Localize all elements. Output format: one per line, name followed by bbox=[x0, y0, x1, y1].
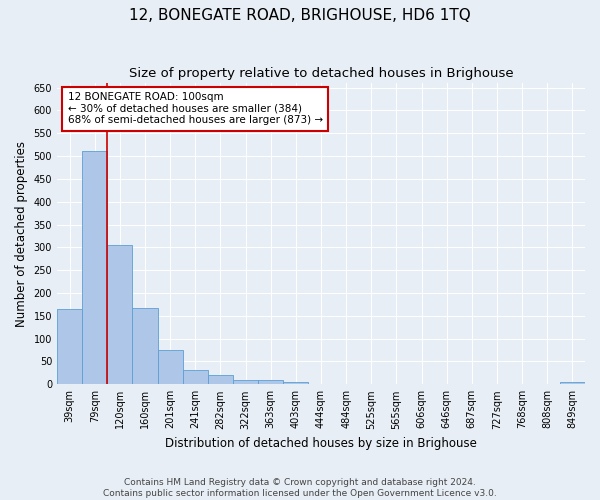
Bar bbox=[158, 350, 183, 384]
Y-axis label: Number of detached properties: Number of detached properties bbox=[15, 140, 28, 326]
Bar bbox=[57, 309, 82, 384]
Title: Size of property relative to detached houses in Brighouse: Size of property relative to detached ho… bbox=[129, 68, 514, 80]
Bar bbox=[208, 375, 233, 384]
Bar bbox=[133, 308, 158, 384]
Bar bbox=[258, 380, 283, 384]
Bar bbox=[183, 370, 208, 384]
Text: 12 BONEGATE ROAD: 100sqm
← 30% of detached houses are smaller (384)
68% of semi-: 12 BONEGATE ROAD: 100sqm ← 30% of detach… bbox=[68, 92, 323, 126]
Bar bbox=[82, 150, 107, 384]
Text: 12, BONEGATE ROAD, BRIGHOUSE, HD6 1TQ: 12, BONEGATE ROAD, BRIGHOUSE, HD6 1TQ bbox=[129, 8, 471, 22]
Bar bbox=[560, 382, 585, 384]
Bar bbox=[283, 382, 308, 384]
X-axis label: Distribution of detached houses by size in Brighouse: Distribution of detached houses by size … bbox=[165, 437, 477, 450]
Bar bbox=[107, 245, 133, 384]
Bar bbox=[233, 380, 258, 384]
Text: Contains HM Land Registry data © Crown copyright and database right 2024.
Contai: Contains HM Land Registry data © Crown c… bbox=[103, 478, 497, 498]
